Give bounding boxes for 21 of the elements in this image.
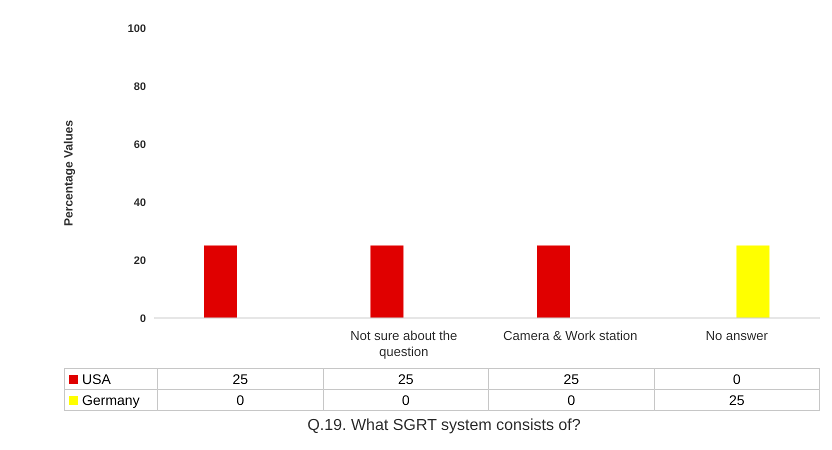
data-label: 0 — [488, 390, 654, 410]
y-tick-label: 0 — [140, 312, 146, 325]
x-tick-label: Camera & Work station — [503, 328, 638, 343]
data-label: 0 — [654, 368, 820, 390]
text: Q.19. What SGRT system consists of? — [306, 417, 582, 435]
y-tick-label: 40 — [134, 196, 146, 209]
data-label: 0 — [158, 390, 323, 410]
legend-label: USA — [64, 368, 158, 390]
data-label: 25 — [654, 390, 820, 410]
y-tick-label: 20 — [134, 254, 146, 267]
x-tick-label: No answer — [706, 328, 768, 343]
y-tick-label: 60 — [134, 138, 146, 151]
data-label: 25 — [158, 368, 323, 390]
legend-label: Germany — [64, 390, 158, 410]
y-tick-label: 80 — [134, 80, 146, 93]
y-tick-label: 100 — [128, 22, 146, 35]
data-label: 25 — [323, 368, 488, 390]
data-label: 25 — [488, 368, 654, 390]
data-label: 0 — [323, 390, 488, 410]
x-tick-label: Not sure about the question — [350, 328, 458, 359]
y-axis-title: Percentage Values — [61, 120, 76, 226]
